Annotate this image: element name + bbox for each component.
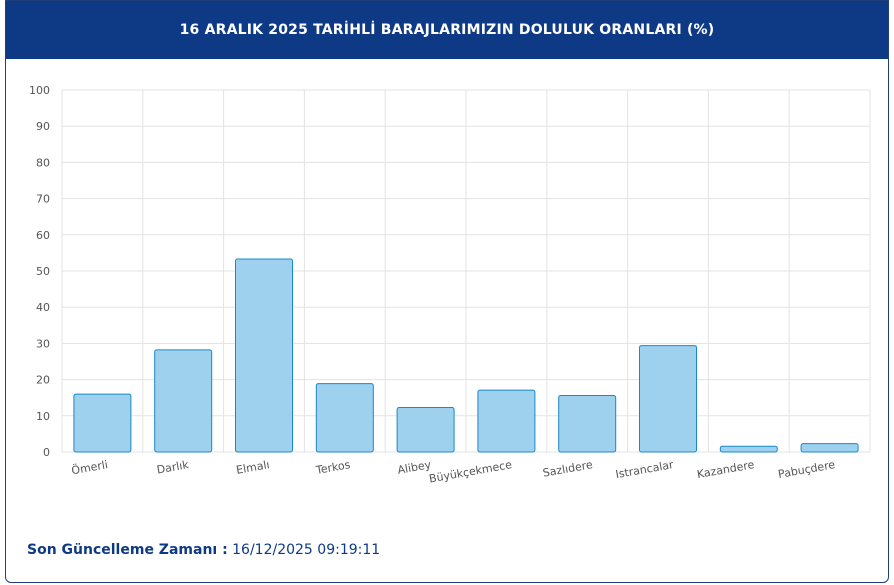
bar-sazlıdere[interactable] [558, 395, 617, 453]
chart-title: 16 ARALIK 2025 TARİHLİ BARAJLARIMIZIN DO… [179, 22, 715, 38]
y-axis-ticks: 0 10 20 30 40 50 60 70 80 90 100 [29, 84, 50, 459]
x-tick-label: Istrancalar [615, 458, 675, 481]
x-tick-label: Kazandere [696, 458, 756, 481]
y-tick-label: 10 [36, 410, 50, 423]
bars [73, 258, 859, 453]
y-tick-label: 20 [36, 374, 50, 387]
x-tick-label: Pabuçdere [777, 458, 836, 481]
bar-kazandere[interactable] [719, 445, 778, 453]
bar-alibey[interactable] [396, 406, 455, 453]
y-tick-label: 50 [36, 265, 50, 278]
y-tick-label: 70 [36, 193, 50, 206]
bar-elmalı[interactable] [235, 258, 293, 453]
y-tick-label: 0 [43, 446, 50, 459]
x-tick-label: Sazlıdere [542, 458, 594, 480]
x-tick-label: Alibey [396, 458, 432, 477]
y-tick-label: 60 [36, 229, 50, 242]
last-update-label: Son Güncelleme Zamanı : [27, 542, 228, 558]
x-tick-label: Büyükçekmece [428, 458, 513, 485]
grid-layer [61, 89, 871, 453]
bar-darlık[interactable] [154, 349, 213, 453]
x-tick-label: Darlık [156, 458, 191, 477]
bar-istrancalar[interactable] [639, 345, 697, 453]
chart-header: 16 ARALIK 2025 TARİHLİ BARAJLARIMIZIN DO… [6, 1, 888, 59]
bar-chart: 0 10 20 30 40 50 60 70 80 90 100 Ömerli Darlık Elmal… [29, 84, 871, 486]
x-tick-label: Ömerli [70, 458, 108, 477]
bar-büyükçekmece[interactable] [477, 389, 536, 453]
x-axis-labels: Ömerli Darlık Elmalı Terkos AlibeyBüyükçekme… [70, 458, 836, 485]
bar-pabuçdere[interactable] [800, 443, 859, 453]
bar-ömerli[interactable] [73, 393, 132, 453]
y-tick-label: 100 [29, 84, 50, 97]
y-tick-label: 40 [36, 301, 50, 314]
y-tick-label: 90 [36, 120, 50, 133]
x-tick-label: Terkos [314, 458, 352, 477]
last-update-value: 16/12/2025 09:19:11 [232, 542, 381, 558]
y-tick-label: 30 [36, 337, 50, 350]
dam-levels-card: 16 ARALIK 2025 TARİHLİ BARAJLARIMIZIN DO… [5, 0, 889, 583]
last-update: Son Güncelleme Zamanı : 16/12/2025 09:19… [27, 542, 380, 558]
y-tick-label: 80 [36, 156, 50, 169]
x-tick-label: Elmalı [235, 458, 270, 477]
bar-terkos[interactable] [315, 383, 374, 453]
